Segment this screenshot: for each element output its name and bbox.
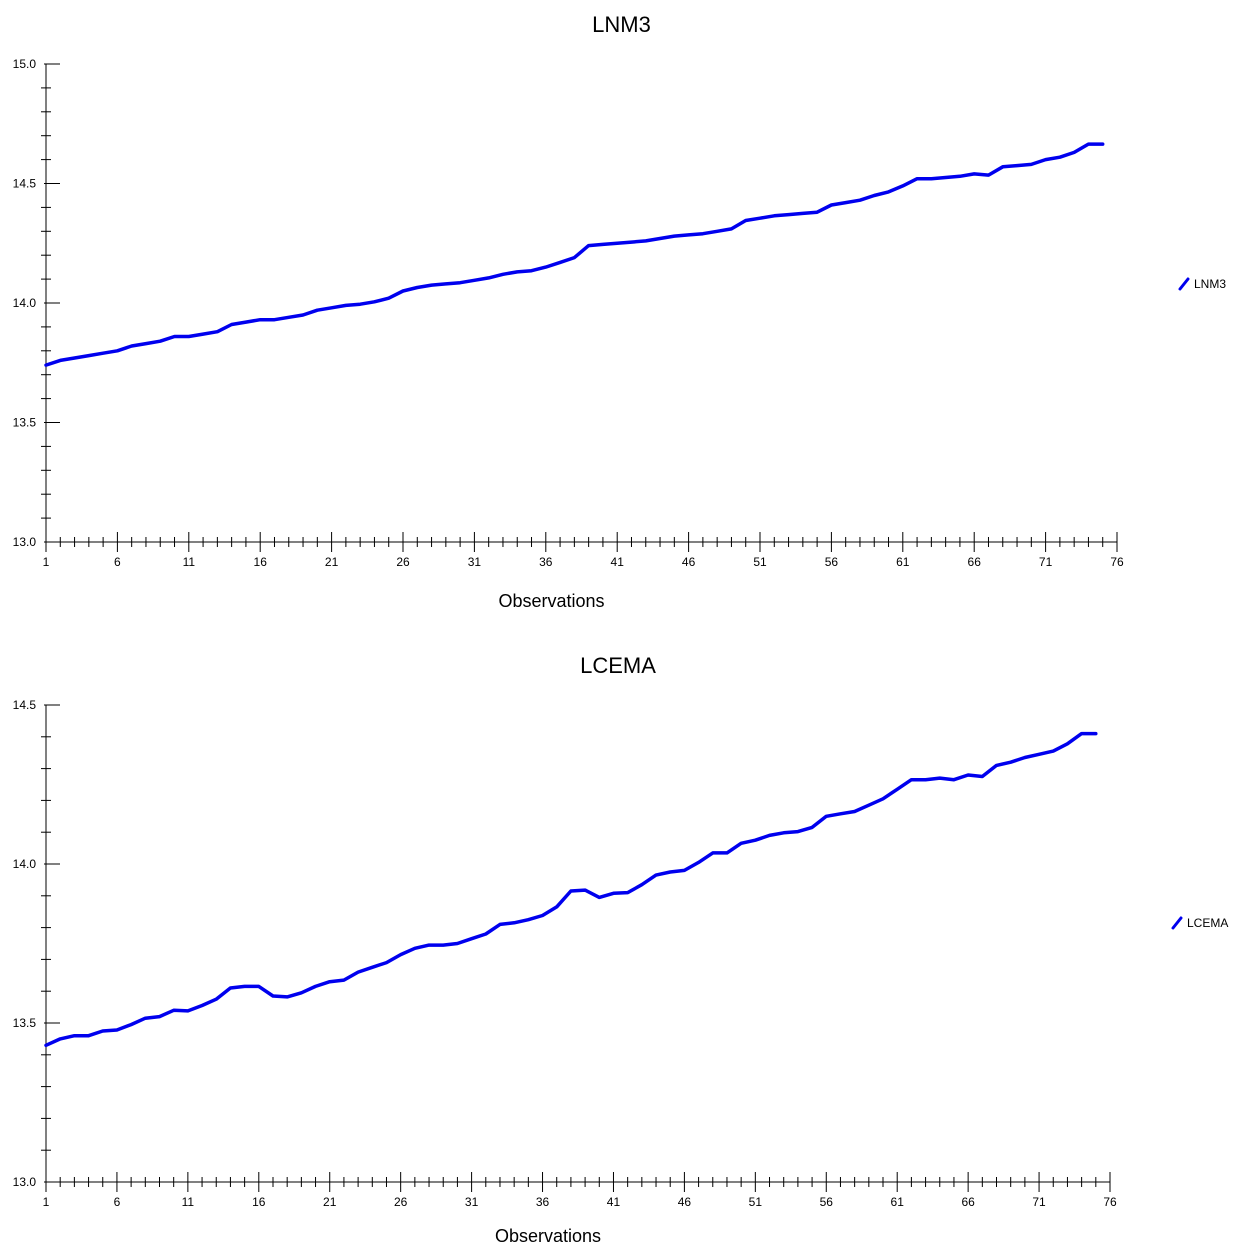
chart-lcema: LCEMA Observations 13.013.514.014.51 6 11 1… xyxy=(13,653,1229,1245)
x-tick-label: 31 xyxy=(465,1195,479,1209)
legend: LNM3 xyxy=(1178,277,1226,291)
x-tick-label: 26 xyxy=(394,1195,408,1209)
tick-marks xyxy=(41,63,1118,552)
tick-labels: 13.013.514.014.515.01 6 11 16 21 26 31 36 41 46 51… xyxy=(13,57,1124,569)
x-tick-label: 6 xyxy=(114,555,121,569)
x-tick-label: 36 xyxy=(536,1195,550,1209)
x-tick-label: 11 xyxy=(183,555,196,569)
x-tick-label: 41 xyxy=(607,1195,621,1209)
x-tick-label: 46 xyxy=(682,555,696,569)
x-tick-label: 71 xyxy=(1032,1195,1046,1209)
x-axis-label: Observations xyxy=(498,591,604,611)
y-tick-label: 14.0 xyxy=(13,296,37,310)
chart-title: LNM3 xyxy=(592,12,651,37)
x-tick-label: 41 xyxy=(611,555,625,569)
y-tick-label: 15.0 xyxy=(13,57,37,71)
x-tick-label: 6 xyxy=(114,1195,121,1209)
x-tick-label: 16 xyxy=(252,1195,266,1209)
y-tick-label: 14.5 xyxy=(13,177,37,191)
axes xyxy=(45,64,1117,543)
legend-label: LCEMA xyxy=(1187,916,1228,930)
chart-title: LCEMA xyxy=(580,653,656,678)
x-tick-label: 61 xyxy=(896,555,910,569)
y-tick-label: 13.5 xyxy=(13,1016,37,1030)
x-tick-label: 46 xyxy=(678,1195,692,1209)
axes xyxy=(45,705,1110,1183)
x-tick-label: 26 xyxy=(396,555,410,569)
y-tick-label: 13.0 xyxy=(13,1175,37,1189)
series-group xyxy=(44,142,1105,367)
x-tick-label: 21 xyxy=(325,555,339,569)
legend-swatch xyxy=(1178,277,1190,291)
x-tick-label: 16 xyxy=(254,555,268,569)
x-tick-label: 56 xyxy=(825,555,839,569)
series-line-lcema xyxy=(44,731,1098,1048)
legend: LCEMA xyxy=(1171,916,1228,930)
x-tick-label: 61 xyxy=(891,1195,905,1209)
y-tick-label: 14.0 xyxy=(13,857,37,871)
tick-labels: 13.013.514.014.51 6 11 16 21 26 31 36 41 46 51 56 61… xyxy=(13,698,1117,1209)
y-tick-label: 13.0 xyxy=(13,535,37,549)
series-line-lnm3 xyxy=(44,142,1105,367)
series-group xyxy=(44,731,1098,1048)
x-tick-label: 56 xyxy=(820,1195,834,1209)
y-tick-label: 13.5 xyxy=(13,416,37,430)
tick-marks xyxy=(41,704,1111,1192)
x-tick-label: 36 xyxy=(539,555,553,569)
y-tick-label: 14.5 xyxy=(13,698,37,712)
x-tick-label: 1 xyxy=(43,555,50,569)
x-tick-label: 1 xyxy=(43,1195,50,1209)
x-tick-label: 11 xyxy=(182,1195,195,1209)
x-axis-label: Observations xyxy=(495,1226,601,1245)
x-tick-label: 31 xyxy=(468,555,482,569)
x-tick-label: 51 xyxy=(753,555,767,569)
x-tick-label: 76 xyxy=(1110,555,1124,569)
x-tick-label: 76 xyxy=(1103,1195,1117,1209)
legend-label: LNM3 xyxy=(1194,277,1226,291)
legend-swatch xyxy=(1171,916,1183,930)
chart-lnm3: LNM3 Observations 13.013.514.014.515.01 6… xyxy=(13,12,1227,611)
x-tick-label: 71 xyxy=(1039,555,1053,569)
x-tick-label: 66 xyxy=(968,555,982,569)
x-tick-label: 66 xyxy=(961,1195,975,1209)
x-tick-label: 21 xyxy=(323,1195,337,1209)
x-tick-label: 51 xyxy=(749,1195,763,1209)
